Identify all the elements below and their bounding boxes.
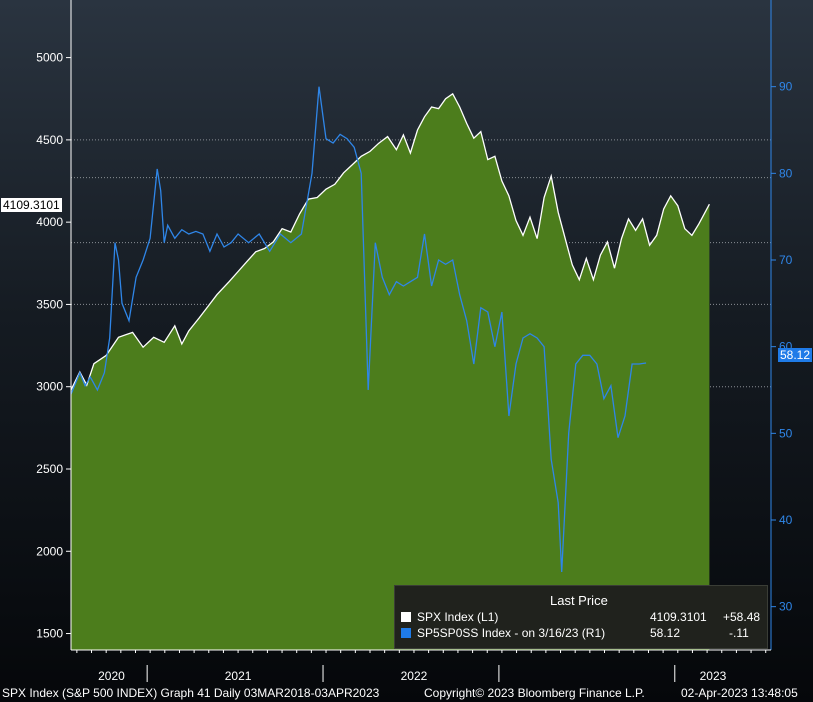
- right-last-value-badge: 58.12: [778, 348, 813, 362]
- legend-change-sp5: -.11: [729, 626, 749, 640]
- year-label: 2020: [98, 669, 125, 683]
- right-tick-label: 50: [779, 426, 793, 440]
- left-last-value-badge: 4109.3101: [1, 198, 62, 212]
- legend-swatch-spx: [401, 612, 411, 622]
- footer-left: SPX Index (S&P 500 INDEX) Graph 41 Daily…: [2, 686, 380, 700]
- year-label: 2021: [225, 669, 252, 683]
- sp5-line: [70, 86, 647, 573]
- right-tick-label: 70: [779, 253, 793, 267]
- left-tick-label: 4500: [36, 133, 63, 147]
- footer-copyright: Copyright© 2023 Bloomberg Finance L.P.: [424, 686, 645, 700]
- spx-line: [70, 92, 710, 391]
- legend-label-sp5: SP5SP0SS Index - on 3/16/23 (R1): [417, 626, 606, 640]
- footer: SPX Index (S&P 500 INDEX) Graph 41 Daily…: [0, 684, 813, 702]
- legend: Last Price SPX Index (L1) 4109.3101 +58.…: [394, 585, 768, 649]
- right-tick-label: 90: [779, 80, 793, 94]
- legend-change-spx: +58.48: [723, 610, 761, 624]
- legend-header: Last Price: [550, 593, 608, 608]
- right-tick-label: 30: [779, 600, 793, 614]
- year-label: 2023: [700, 669, 727, 683]
- left-tick-label: 1500: [36, 627, 63, 641]
- right-tick-label: 40: [779, 513, 793, 527]
- price-chart: 1500200025003000350040004500500030405060…: [36, 0, 793, 683]
- left-tick-label: 3000: [36, 380, 63, 394]
- footer-timestamp: 02-Apr-2023 13:48:05: [681, 686, 798, 700]
- legend-swatch-sp5: [401, 628, 411, 638]
- right-tick-label: 80: [779, 166, 793, 180]
- legend-value-spx: 4109.3101: [650, 610, 707, 624]
- left-tick-label: 2000: [36, 544, 63, 558]
- legend-row-sp5: SP5SP0SS Index - on 3/16/23 (R1): [401, 626, 605, 640]
- left-tick-label: 4000: [36, 215, 63, 229]
- left-tick-label: 5000: [36, 51, 63, 65]
- legend-row-spx: SPX Index (L1): [401, 610, 498, 624]
- left-tick-label: 3500: [36, 297, 63, 311]
- spx-area: [71, 93, 710, 651]
- year-label: 2022: [401, 669, 428, 683]
- legend-value-sp5: 58.12: [650, 626, 681, 640]
- left-tick-label: 2500: [36, 462, 63, 476]
- legend-label-spx: SPX Index (L1): [417, 610, 499, 624]
